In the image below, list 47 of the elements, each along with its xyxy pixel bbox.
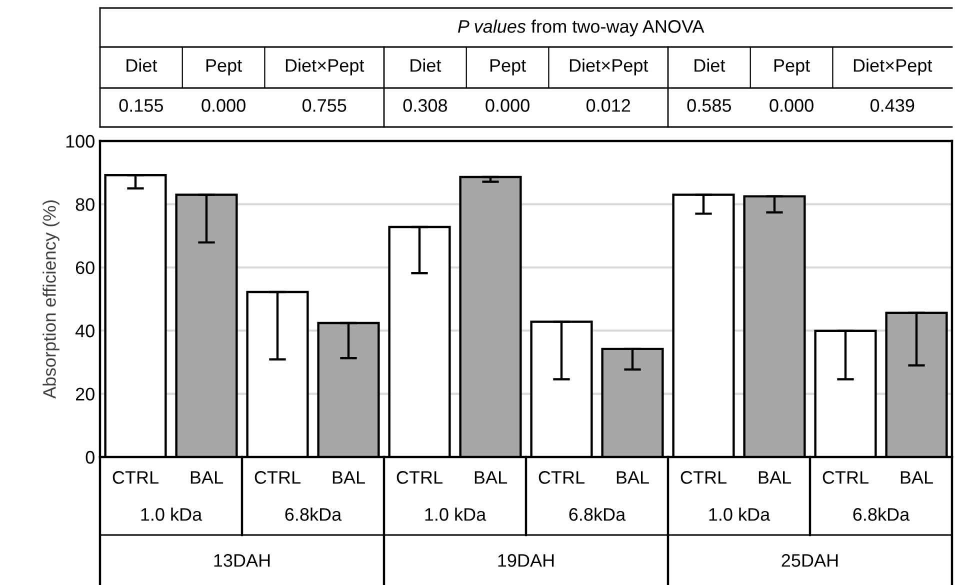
x-tick-label: BAL [332,471,365,484]
text: 25DAH [782,554,838,567]
text: Pept [774,59,810,76]
y-tick-label: 20 [76,388,94,401]
text: 6.8kDa [285,508,342,521]
text: 6.8kDa [569,508,626,521]
x-tick-label: BAL [474,471,507,484]
y-axis-title: Absorption efficiency (%) [42,200,60,399]
text: 0.439 [870,99,914,112]
text: 0.000 [770,99,814,112]
text: 0.012 [586,99,630,112]
x-tick-label: CTRL [254,471,300,484]
x-tick-label: BAL [900,471,933,484]
x-tick-label: CTRL [680,471,726,484]
text: 0.308 [403,99,447,112]
y-tick-label: 60 [76,261,94,274]
text: 1.0 kDa [709,508,770,521]
text: 0.000 [486,99,530,112]
y-tick-label: 80 [76,198,94,211]
text: 1.0 kDa [141,508,202,521]
x-tick-label: CTRL [396,471,442,484]
text: 19DAH [498,554,554,567]
x-tick-label: CTRL [112,471,158,484]
text: 0.755 [302,99,346,112]
text: 1.0 kDa [425,508,486,521]
text: Diet×Pept [570,58,648,76]
x-tick-label: BAL [190,471,223,484]
text: Diet×Pept [286,58,364,76]
text: Diet [126,58,158,72]
text: P values from two-way ANOVA [458,20,704,36]
x-tick-label: BAL [616,471,649,484]
text: 13DAH [214,554,270,567]
text: Pept [490,59,526,76]
x-tick-label: BAL [758,471,791,484]
y-tick-label: 40 [75,324,94,338]
text: Diet [410,58,442,72]
x-tick-label: CTRL [538,471,584,484]
y-tick-label: 0 [86,450,94,464]
x-tick-label: CTRL [822,471,868,484]
text: Diet×Pept [854,58,932,76]
text: 0.585 [687,99,732,112]
text: 0.155 [119,99,164,112]
text: 0.000 [202,99,246,112]
text: Pept [206,59,242,76]
text: Diet [694,58,726,72]
y-tick-label: 100 [66,134,94,148]
text: 6.8kDa [853,508,910,521]
